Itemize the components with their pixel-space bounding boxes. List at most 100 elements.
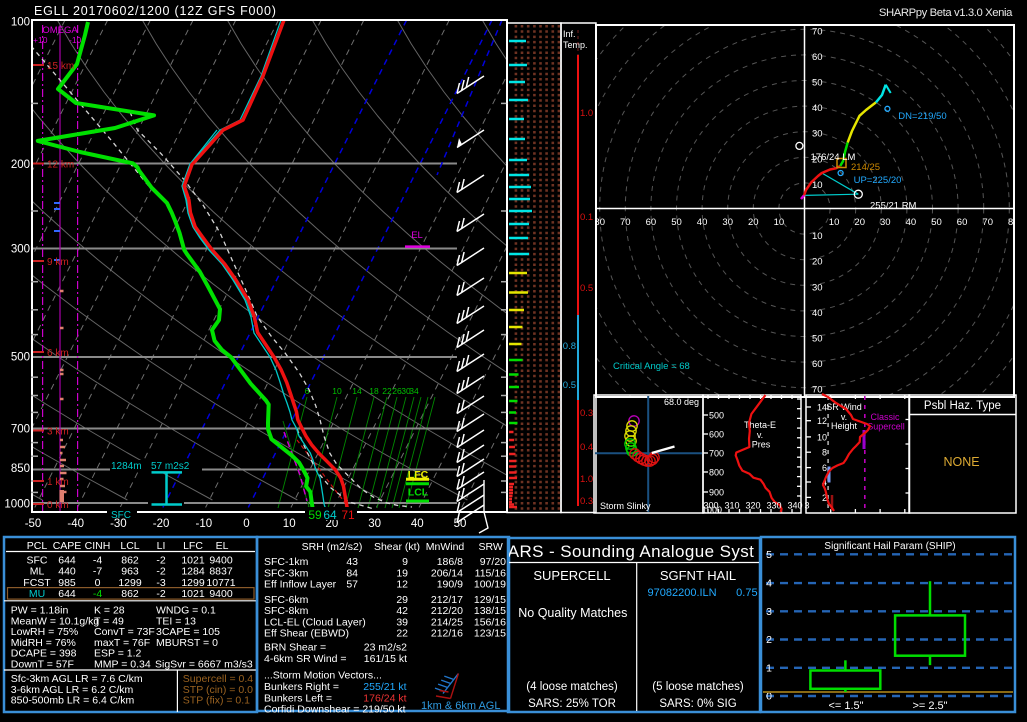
svg-text:10: 10 bbox=[283, 518, 296, 530]
svg-text:129/15: 129/15 bbox=[474, 594, 506, 606]
svg-text:Temp.: Temp. bbox=[563, 40, 588, 50]
svg-text:SFC-3km: SFC-3km bbox=[264, 567, 309, 579]
svg-text:10: 10 bbox=[812, 231, 823, 242]
svg-text:3: 3 bbox=[766, 606, 772, 618]
svg-text:Storm Slinky: Storm Slinky bbox=[600, 501, 651, 511]
svg-text:20: 20 bbox=[326, 518, 339, 530]
svg-text:EL: EL bbox=[216, 540, 229, 552]
svg-text:NONE: NONE bbox=[943, 455, 979, 469]
svg-text:161/15 kt: 161/15 kt bbox=[364, 653, 407, 665]
svg-text:40: 40 bbox=[812, 103, 823, 114]
svg-text:-4: -4 bbox=[93, 588, 102, 600]
svg-text:Sfc-3km AGL LR = 7.6 C/km: Sfc-3km AGL LR = 7.6 C/km bbox=[11, 673, 143, 685]
svg-text:10771: 10771 bbox=[206, 577, 235, 589]
svg-text:1km & 6km AGL: 1km & 6km AGL bbox=[421, 700, 500, 712]
svg-text:440: 440 bbox=[58, 566, 76, 578]
svg-text:42: 42 bbox=[396, 605, 408, 617]
svg-text:DCAPE = 398: DCAPE = 398 bbox=[11, 648, 77, 660]
svg-text:-20: -20 bbox=[153, 518, 170, 530]
svg-text:0: 0 bbox=[95, 577, 101, 589]
svg-text:2: 2 bbox=[822, 493, 827, 503]
svg-text:ConvT = 73F: ConvT = 73F bbox=[94, 626, 155, 638]
svg-text:>= 2.5": >= 2.5" bbox=[912, 700, 947, 712]
svg-text:-10: -10 bbox=[69, 35, 82, 45]
svg-text:212/16: 212/16 bbox=[431, 628, 463, 640]
svg-text:34: 34 bbox=[409, 386, 419, 396]
svg-text:1299: 1299 bbox=[181, 577, 205, 589]
svg-text:100: 100 bbox=[11, 17, 30, 29]
svg-text:800: 800 bbox=[709, 468, 724, 478]
svg-text:SARS: 0% SIG: SARS: 0% SIG bbox=[659, 698, 736, 710]
svg-text:PCL: PCL bbox=[27, 540, 48, 552]
svg-text:LCL-EL (Cloud Layer): LCL-EL (Cloud Layer) bbox=[264, 616, 366, 628]
svg-text:10: 10 bbox=[332, 386, 342, 396]
svg-text:K = 28: K = 28 bbox=[94, 605, 125, 617]
svg-text:3: 3 bbox=[804, 501, 809, 511]
svg-text:100/19: 100/19 bbox=[474, 579, 506, 591]
svg-text:SigSvr = 6667 m3/s3: SigSvr = 6667 m3/s3 bbox=[155, 659, 253, 671]
svg-text:-2: -2 bbox=[156, 588, 165, 600]
svg-text:-3: -3 bbox=[156, 577, 165, 589]
svg-text:(5 loose matches): (5 loose matches) bbox=[652, 681, 744, 693]
svg-text:80: 80 bbox=[594, 217, 605, 228]
svg-text:19: 19 bbox=[396, 567, 408, 579]
svg-text:1.0: 1.0 bbox=[580, 108, 593, 119]
svg-text:-10: -10 bbox=[195, 518, 212, 530]
svg-text:310: 310 bbox=[724, 501, 739, 511]
svg-text:57 m2s2: 57 m2s2 bbox=[151, 461, 190, 472]
svg-text:0: 0 bbox=[766, 691, 772, 703]
svg-text:30: 30 bbox=[812, 282, 823, 293]
svg-text:3-6km AGL LR = 6.2 C/km: 3-6km AGL LR = 6.2 C/km bbox=[11, 684, 134, 696]
svg-text:330: 330 bbox=[766, 501, 781, 511]
svg-text:CAPE: CAPE bbox=[53, 540, 82, 552]
svg-text:12: 12 bbox=[396, 579, 408, 591]
svg-text:Critical Angle = 68: Critical Angle = 68 bbox=[613, 361, 690, 372]
svg-text:206/14: 206/14 bbox=[431, 567, 463, 579]
svg-text:MBURST = 0: MBURST = 0 bbox=[156, 637, 218, 649]
svg-text:v.: v. bbox=[841, 412, 847, 422]
svg-text:40: 40 bbox=[411, 518, 424, 530]
svg-text:DN=219/50: DN=219/50 bbox=[898, 111, 946, 122]
svg-text:176/24 LM: 176/24 LM bbox=[811, 152, 856, 163]
svg-text:862: 862 bbox=[121, 588, 139, 600]
svg-text:-4: -4 bbox=[93, 555, 102, 567]
svg-text:FCST: FCST bbox=[23, 577, 51, 589]
svg-text:14: 14 bbox=[352, 386, 362, 396]
svg-text:1021: 1021 bbox=[181, 588, 205, 600]
svg-text:50: 50 bbox=[812, 78, 823, 89]
svg-text:Bunkers Left =: Bunkers Left = bbox=[264, 692, 332, 704]
svg-text:-50: -50 bbox=[25, 518, 42, 530]
svg-text:59: 59 bbox=[308, 508, 322, 522]
svg-text:1284m: 1284m bbox=[111, 461, 142, 472]
svg-text:1: 1 bbox=[766, 662, 772, 674]
svg-text:70: 70 bbox=[812, 26, 823, 37]
svg-text:0.5: 0.5 bbox=[563, 380, 576, 391]
svg-text:20: 20 bbox=[854, 217, 865, 228]
svg-text:644: 644 bbox=[58, 555, 76, 567]
svg-text:LowRH = 75%: LowRH = 75% bbox=[11, 626, 78, 638]
svg-text:-2: -2 bbox=[156, 566, 165, 578]
svg-text:1 km: 1 km bbox=[47, 477, 69, 488]
svg-text:0.75: 0.75 bbox=[736, 587, 757, 599]
svg-text:SUPERCELL: SUPERCELL bbox=[533, 568, 610, 583]
svg-text:STP (fix) = 0.1: STP (fix) = 0.1 bbox=[183, 695, 250, 707]
svg-text:MMP = 0.34: MMP = 0.34 bbox=[94, 659, 151, 671]
svg-text:6: 6 bbox=[305, 386, 310, 396]
svg-text:4: 4 bbox=[766, 578, 772, 590]
svg-text:OMEGA: OMEGA bbox=[42, 25, 78, 36]
svg-text:255/21 RM: 255/21 RM bbox=[870, 201, 917, 212]
svg-text:963: 963 bbox=[121, 566, 139, 578]
svg-text:v.: v. bbox=[757, 430, 763, 440]
svg-text:320: 320 bbox=[745, 501, 760, 511]
svg-text:SFC: SFC bbox=[27, 555, 48, 567]
svg-text:138/15: 138/15 bbox=[474, 605, 506, 617]
svg-text:WNDG = 0.1: WNDG = 0.1 bbox=[156, 605, 216, 617]
svg-text:212/20: 212/20 bbox=[431, 605, 463, 617]
svg-text:2: 2 bbox=[766, 634, 772, 646]
svg-text:Supercell: Supercell bbox=[867, 422, 905, 432]
svg-text:39: 39 bbox=[396, 616, 408, 628]
svg-text:70: 70 bbox=[812, 385, 823, 396]
svg-text:STP (cin) = 0.0: STP (cin) = 0.0 bbox=[183, 684, 253, 696]
svg-text:6: 6 bbox=[822, 463, 827, 473]
svg-text:1000: 1000 bbox=[702, 505, 722, 515]
